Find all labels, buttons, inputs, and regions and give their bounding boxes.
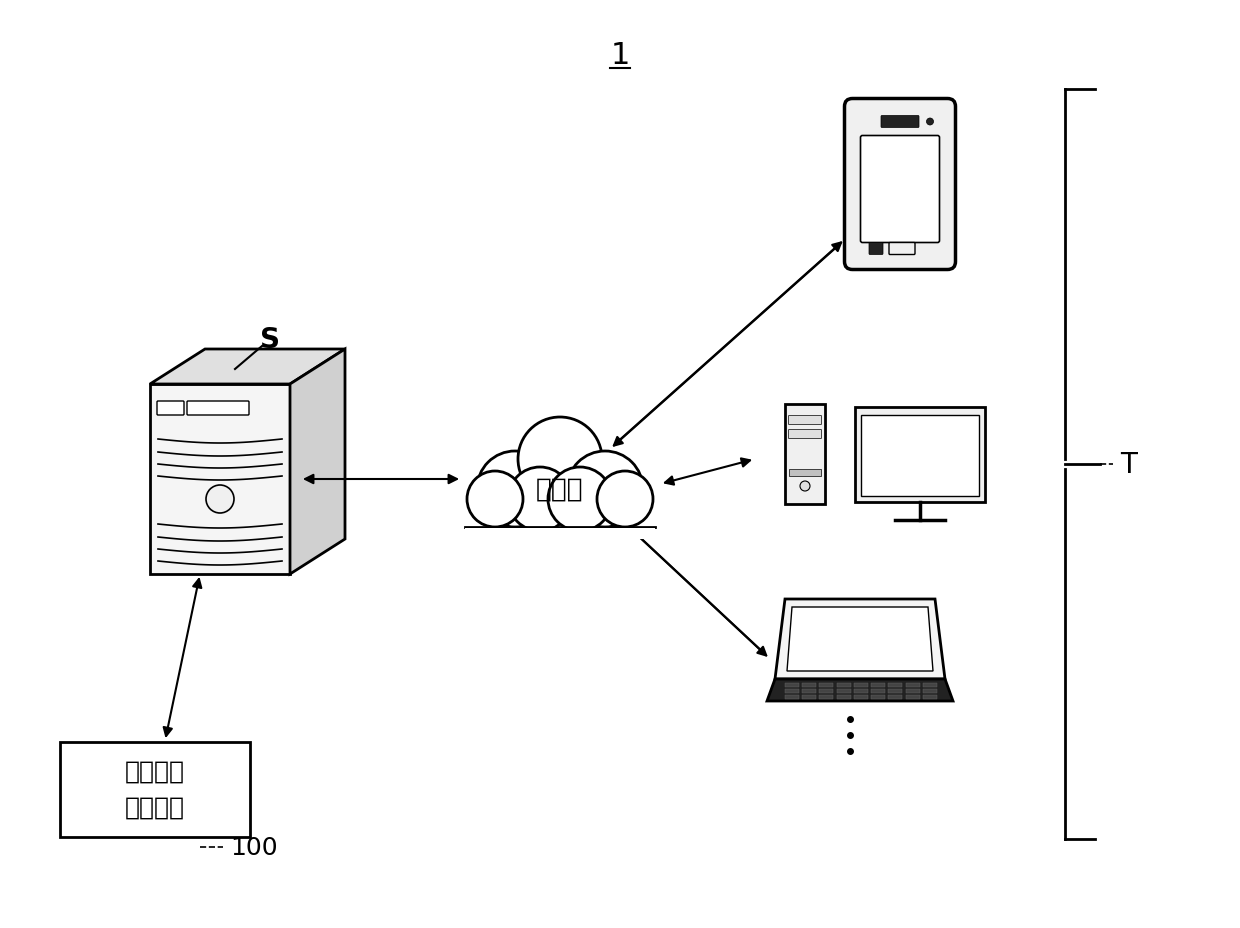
Polygon shape — [820, 690, 833, 693]
Polygon shape — [787, 607, 932, 671]
Polygon shape — [872, 690, 885, 693]
Polygon shape — [820, 695, 833, 699]
Circle shape — [518, 418, 601, 501]
Polygon shape — [872, 683, 885, 688]
Polygon shape — [854, 695, 868, 699]
Circle shape — [800, 482, 810, 492]
Polygon shape — [872, 695, 885, 699]
Polygon shape — [802, 695, 816, 699]
Text: 1: 1 — [610, 41, 630, 70]
FancyBboxPatch shape — [187, 402, 249, 416]
FancyBboxPatch shape — [157, 402, 184, 416]
Polygon shape — [465, 528, 655, 539]
Text: S: S — [260, 326, 280, 354]
Circle shape — [567, 452, 644, 527]
Polygon shape — [785, 405, 825, 505]
Polygon shape — [854, 683, 868, 688]
Polygon shape — [905, 683, 920, 688]
Polygon shape — [785, 690, 799, 693]
FancyBboxPatch shape — [869, 243, 883, 255]
Circle shape — [926, 119, 934, 126]
Polygon shape — [460, 499, 660, 535]
Text: 通信网: 通信网 — [536, 476, 584, 502]
Circle shape — [508, 468, 572, 532]
Polygon shape — [802, 683, 816, 688]
FancyBboxPatch shape — [880, 116, 919, 128]
Polygon shape — [60, 741, 250, 837]
Circle shape — [206, 485, 234, 513]
Circle shape — [477, 452, 553, 527]
Polygon shape — [768, 679, 954, 702]
FancyBboxPatch shape — [789, 416, 821, 425]
Polygon shape — [905, 690, 920, 693]
Polygon shape — [923, 683, 936, 688]
Polygon shape — [775, 599, 945, 679]
Polygon shape — [854, 690, 868, 693]
Polygon shape — [837, 683, 851, 688]
Text: 流动人口: 流动人口 — [125, 759, 185, 783]
Polygon shape — [888, 690, 903, 693]
FancyBboxPatch shape — [844, 99, 956, 270]
Text: T: T — [1120, 450, 1137, 479]
Polygon shape — [837, 695, 851, 699]
Polygon shape — [785, 695, 799, 699]
Polygon shape — [923, 690, 936, 693]
Polygon shape — [856, 407, 985, 502]
Circle shape — [548, 468, 613, 532]
Polygon shape — [923, 695, 936, 699]
Polygon shape — [290, 350, 345, 574]
Polygon shape — [888, 695, 903, 699]
Polygon shape — [820, 683, 833, 688]
FancyBboxPatch shape — [889, 243, 915, 255]
Text: 100: 100 — [229, 835, 278, 859]
FancyBboxPatch shape — [861, 136, 940, 243]
FancyBboxPatch shape — [789, 430, 821, 439]
Polygon shape — [837, 690, 851, 693]
Circle shape — [596, 471, 653, 527]
Circle shape — [467, 471, 523, 527]
Polygon shape — [785, 683, 799, 688]
Polygon shape — [802, 690, 816, 693]
Polygon shape — [888, 683, 903, 688]
Polygon shape — [150, 350, 345, 384]
Polygon shape — [905, 695, 920, 699]
Text: 推算装置: 推算装置 — [125, 795, 185, 819]
Polygon shape — [861, 415, 980, 496]
Polygon shape — [150, 384, 290, 574]
Polygon shape — [789, 470, 821, 476]
